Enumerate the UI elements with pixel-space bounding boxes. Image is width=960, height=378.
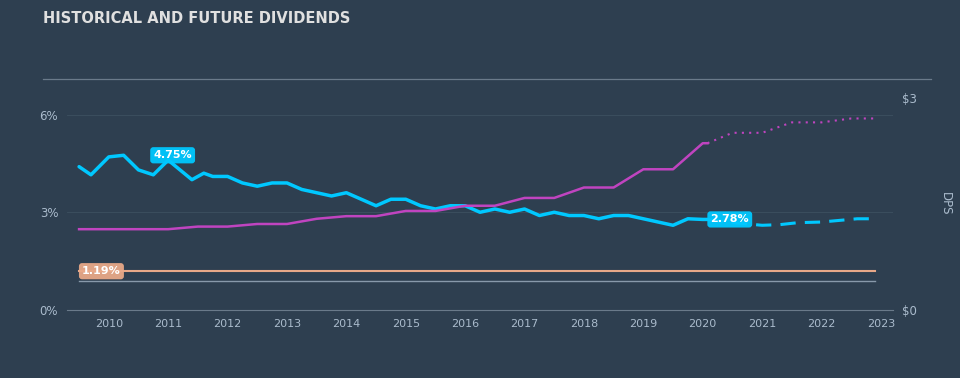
- Text: HISTORICAL AND FUTURE DIVIDENDS: HISTORICAL AND FUTURE DIVIDENDS: [43, 11, 350, 26]
- Text: 2.78%: 2.78%: [710, 214, 749, 225]
- Y-axis label: DPS: DPS: [939, 192, 952, 216]
- Text: 1.19%: 1.19%: [82, 266, 121, 276]
- Text: 4.75%: 4.75%: [154, 150, 192, 160]
